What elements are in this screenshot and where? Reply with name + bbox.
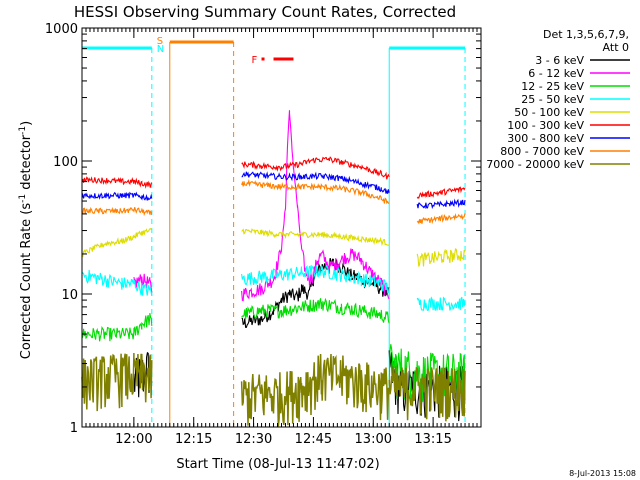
series-trace [416,186,466,199]
y-axis-label: Corrected Count Rate (s-1 detector-1) [18,121,34,359]
series-trace [416,212,466,225]
series-trace [416,296,466,312]
legend-entry-label: 300 - 800 keV [507,132,584,145]
series-trace [241,297,390,324]
series-8 [81,352,466,427]
legend-entry-label: 50 - 100 keV [514,106,584,119]
series-trace [81,269,153,296]
footer-date: 8-Jul-2013 15:08 [569,469,636,478]
legend-header-2: Att 0 [603,41,629,54]
y-axis-label-part3: ) [19,121,34,126]
y-tick-label: 1000 [45,22,78,37]
series-trace [81,176,153,189]
series-trace [81,352,153,412]
series-trace [241,228,390,247]
legend-entry-label: 6 - 12 keV [528,67,584,80]
y-axis-label-sup2: -1 [18,126,28,135]
series-trace [241,156,390,180]
y-tick-label: 100 [53,155,78,170]
x-tick-label: 12:45 [295,432,332,447]
saa-label: S [157,36,163,47]
x-axis-label: Start Time (08-Jul-13 11:47:02) [176,457,379,472]
flare-label: F [252,55,258,66]
y-tick-label: 10 [61,288,78,303]
series-trace [241,171,390,194]
x-tick-label: 12:15 [175,432,212,447]
series-trace [81,206,153,217]
series-4 [81,228,466,267]
series-trace [241,110,390,302]
series-trace [240,353,390,427]
y-axis-label-part1: Corrected Count Rate (s [19,203,34,360]
x-tick-label: 12:30 [235,432,272,447]
legend-entry-label: 3 - 6 keV [535,54,584,67]
series-trace [388,366,466,422]
series-7 [81,178,466,225]
series-trace [241,264,390,294]
x-tick-label: 13:15 [414,432,451,447]
series-6 [81,171,466,210]
series-trace [416,248,466,267]
plot-area: SN F 1 10 100 1000 12:00 12:15 12:30 12:45 13:00 13… [45,22,482,447]
series-trace [81,228,153,258]
legend-entry-label: 12 - 25 keV [521,80,584,93]
y-axis-label-sup1: -1 [18,194,28,203]
series-trace [81,313,153,342]
x-tick-label: 13:00 [355,432,392,447]
y-tick-label: 1 [70,421,78,436]
chart-title: HESSI Observing Summary Count Rates, Cor… [74,3,456,21]
y-axis-label-part2: detector [19,134,34,194]
series-3 [81,264,466,312]
x-tick-label: 12:00 [115,432,152,447]
legend-entry-label: 25 - 50 keV [521,93,584,106]
series-trace [241,178,390,205]
legend-entry-label: 7000 - 20000 keV [486,158,584,171]
legend-entry-label: 100 - 300 keV [507,119,584,132]
series-5 [81,156,466,199]
night-label: N [157,44,164,55]
series-trace [416,198,466,210]
series-trace [81,191,153,201]
legend-entry-label: 800 - 7000 keV [500,145,584,158]
legend-header-1: Det 1,3,5,6,7,9, [543,28,629,41]
